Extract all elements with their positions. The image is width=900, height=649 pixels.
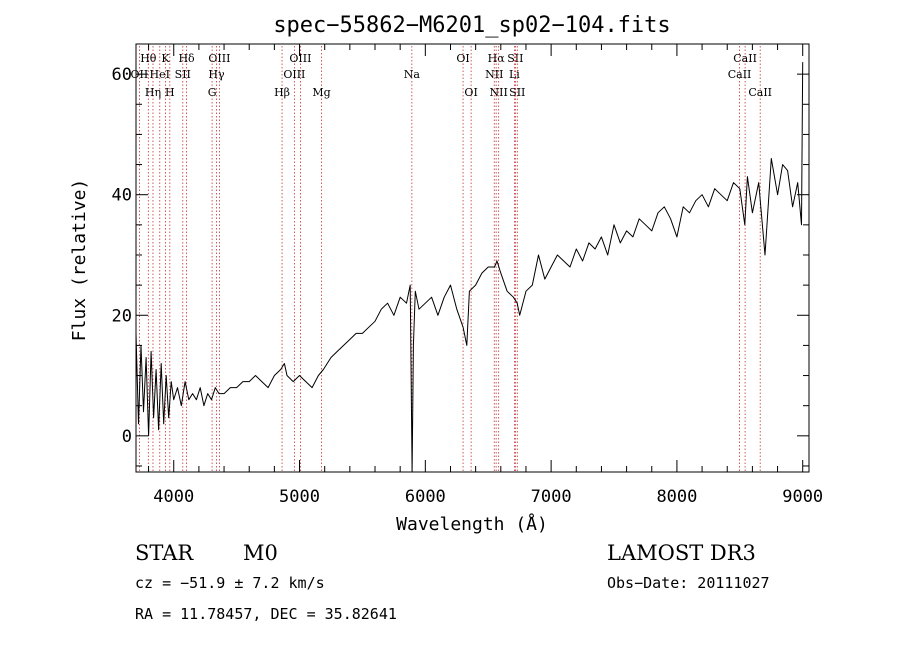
- emission-line-label: OIII: [283, 68, 305, 81]
- emission-line-label: SII: [175, 68, 191, 81]
- y-tick-label: 60: [112, 65, 132, 85]
- emission-line-label: CaII: [728, 68, 752, 81]
- y-axis-label: Flux (relative): [69, 179, 90, 342]
- y-tick-label: 0: [122, 427, 132, 447]
- spectrum-line: [135, 62, 804, 473]
- plot-border: [135, 43, 810, 473]
- redshift-velocity: cz = −51.9 ± 7.2 km/s: [135, 574, 325, 592]
- y-tick-label: 40: [112, 186, 132, 206]
- emission-line-label: Hη: [145, 86, 161, 99]
- x-tick-label: 8000: [656, 487, 697, 507]
- x-tick-label: 9000: [782, 487, 823, 507]
- x-tick-label: 7000: [531, 487, 572, 507]
- emission-line-label: OIII: [208, 52, 230, 65]
- emission-line-label: NII: [490, 86, 508, 99]
- spectrum-series: [135, 62, 804, 473]
- plot-frame: [135, 43, 810, 473]
- x-tick-label: 4000: [153, 487, 194, 507]
- emission-line-label: Na: [404, 68, 421, 81]
- emission-line-label: G: [208, 86, 217, 99]
- emission-line-label: Hβ: [274, 86, 290, 99]
- x-tick-label: 5000: [279, 487, 320, 507]
- x-axis-label: Wavelength (Å): [396, 513, 548, 535]
- emission-line-label: Li: [509, 68, 520, 81]
- emission-line-label: SII: [509, 86, 525, 99]
- x-tick-label: 6000: [405, 487, 446, 507]
- emission-line-label: OIII: [289, 52, 311, 65]
- emission-line-label: Hγ: [208, 68, 225, 81]
- observation-date: Obs−Date: 20111027: [607, 574, 770, 592]
- emission-line-label: Mg: [312, 86, 330, 99]
- survey-name: LAMOST DR3: [607, 541, 756, 565]
- emission-line-label: HeI: [150, 68, 170, 81]
- sky-coordinates: RA = 11.78457, DEC = 35.82641: [135, 605, 397, 623]
- chart-title: spec−55862−M6201_sp02−104.fits: [273, 13, 670, 38]
- emission-line-label: K: [161, 52, 170, 65]
- emission-line-label: Hθ: [140, 52, 157, 65]
- emission-line-label: CaII: [733, 52, 757, 65]
- emission-line-label: Hα: [488, 52, 506, 65]
- object-subclass: M0: [243, 541, 278, 565]
- emission-line-label: OI: [464, 86, 477, 99]
- emission-line-label: Hδ: [178, 52, 195, 65]
- y-tick-label: 20: [112, 306, 132, 326]
- emission-line-label: OI: [456, 52, 469, 65]
- object-class: STAR: [135, 541, 194, 565]
- axis-ticks: 4000 5000 6000 7000 8000 9000 0 20 40 60: [112, 43, 823, 507]
- emission-line-label: CaII: [748, 86, 772, 99]
- emission-line-label: SII: [507, 52, 523, 65]
- emission-line-label: NII: [485, 68, 503, 81]
- emission-line-label: H: [165, 86, 175, 99]
